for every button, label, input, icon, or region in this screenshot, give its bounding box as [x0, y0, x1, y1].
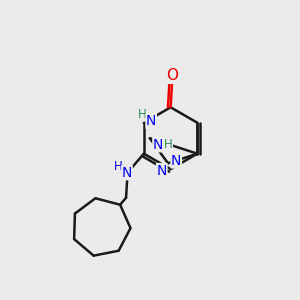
Text: N: N — [122, 166, 132, 180]
Text: N: N — [146, 114, 156, 128]
Text: O: O — [166, 68, 178, 83]
Text: H: H — [114, 160, 122, 173]
Text: N: N — [157, 164, 167, 178]
Text: N: N — [171, 154, 181, 168]
Text: H: H — [164, 138, 172, 151]
Text: H: H — [138, 108, 147, 121]
Text: N: N — [153, 138, 163, 152]
